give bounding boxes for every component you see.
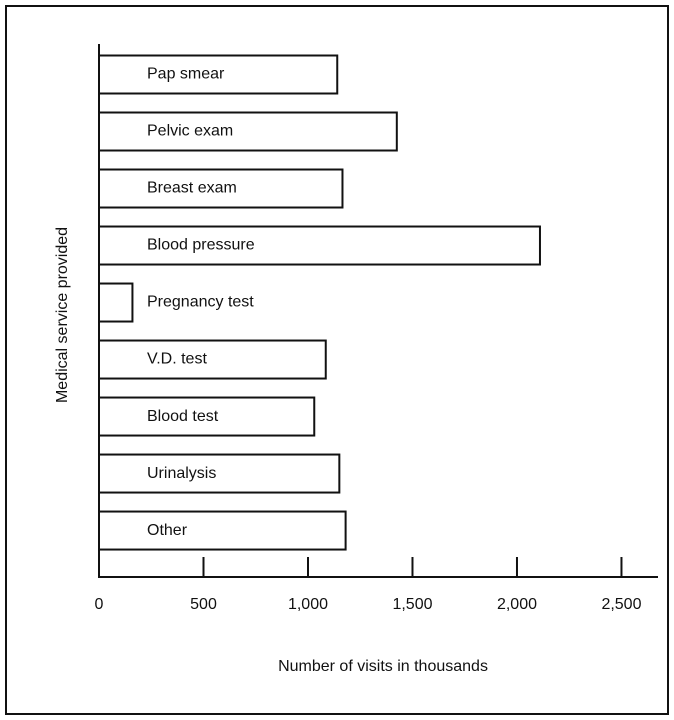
bar <box>98 396 316 437</box>
bar-label: Breast exam <box>147 180 237 197</box>
bar <box>98 510 347 551</box>
bar <box>98 339 327 380</box>
bar-label: Blood pressure <box>147 237 255 254</box>
x-axis-label: Number of visits in thousands <box>278 658 488 675</box>
bar-label: Pelvic exam <box>147 123 233 140</box>
bar <box>98 111 398 152</box>
x-tick-label: 2,500 <box>601 596 641 613</box>
x-tick-label: 0 <box>95 596 104 613</box>
x-tick-label: 2,000 <box>497 596 537 613</box>
bar-label: Pregnancy test <box>147 294 254 311</box>
bar-label: Other <box>147 522 188 539</box>
frame <box>5 5 669 715</box>
bar-label: V.D. test <box>147 351 207 368</box>
bar <box>98 54 339 95</box>
y-axis-label: Medical service provided <box>54 227 71 403</box>
x-tick-label: 500 <box>190 596 217 613</box>
bar <box>98 168 344 209</box>
x-tick-label: 1,000 <box>288 596 328 613</box>
bar <box>98 225 541 266</box>
bar-label: Pap smear <box>147 66 225 83</box>
bar-label: Blood test <box>147 408 219 425</box>
bar-label: Urinalysis <box>147 465 216 482</box>
bar <box>98 453 341 494</box>
x-tick-label: 1,500 <box>392 596 432 613</box>
bar <box>98 282 134 323</box>
